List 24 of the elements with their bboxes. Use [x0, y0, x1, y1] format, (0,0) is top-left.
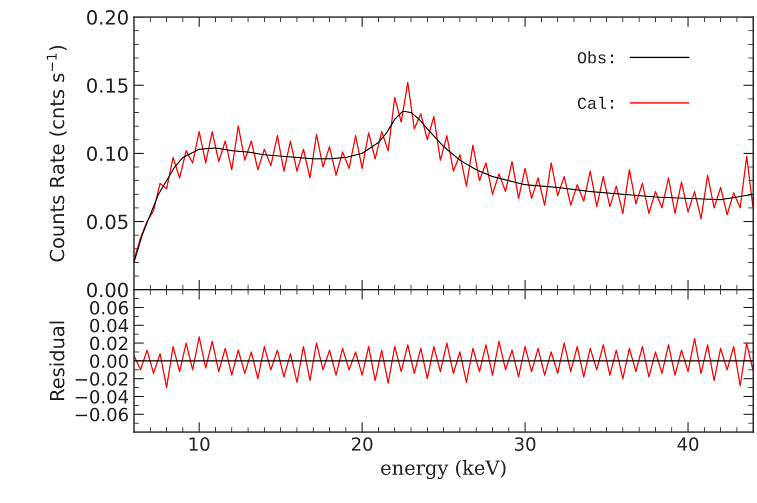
y-axis-title: Counts Rate (cnts s$^{−1}$) [46, 46, 67, 262]
y-tick-label: 0.06 [90, 300, 128, 315]
y-tick-label: 0.00 [87, 282, 128, 298]
y-tick-label: 0.20 [87, 10, 128, 25]
x-tick-label: 40 [677, 437, 698, 451]
line-series [134, 336, 754, 388]
y-tick-label: −0.06 [76, 408, 128, 422]
y-tick-label: 0.00 [90, 354, 128, 368]
legend-label: Cal: [578, 96, 613, 109]
x-tick-label: 20 [352, 437, 372, 451]
x-axis-title: energy (keV) [381, 460, 506, 480]
y-tick-label: −0.04 [76, 390, 128, 404]
legend-label: Obs: [578, 51, 613, 64]
x-tick-label: 30 [514, 437, 536, 451]
y-tick-label: 0.04 [90, 318, 128, 332]
x-tick-label: 10 [190, 437, 210, 451]
y-tick-label: 0.15 [87, 78, 128, 93]
y-axis-title: Residual [49, 322, 64, 400]
y-tick-label: 0.10 [87, 146, 128, 162]
line-series [134, 110, 754, 263]
y-tick-label: 0.05 [87, 214, 128, 230]
y-tick-label: −0.02 [76, 372, 128, 386]
y-tick-label: 0.02 [90, 336, 128, 350]
line-series [134, 82, 754, 260]
